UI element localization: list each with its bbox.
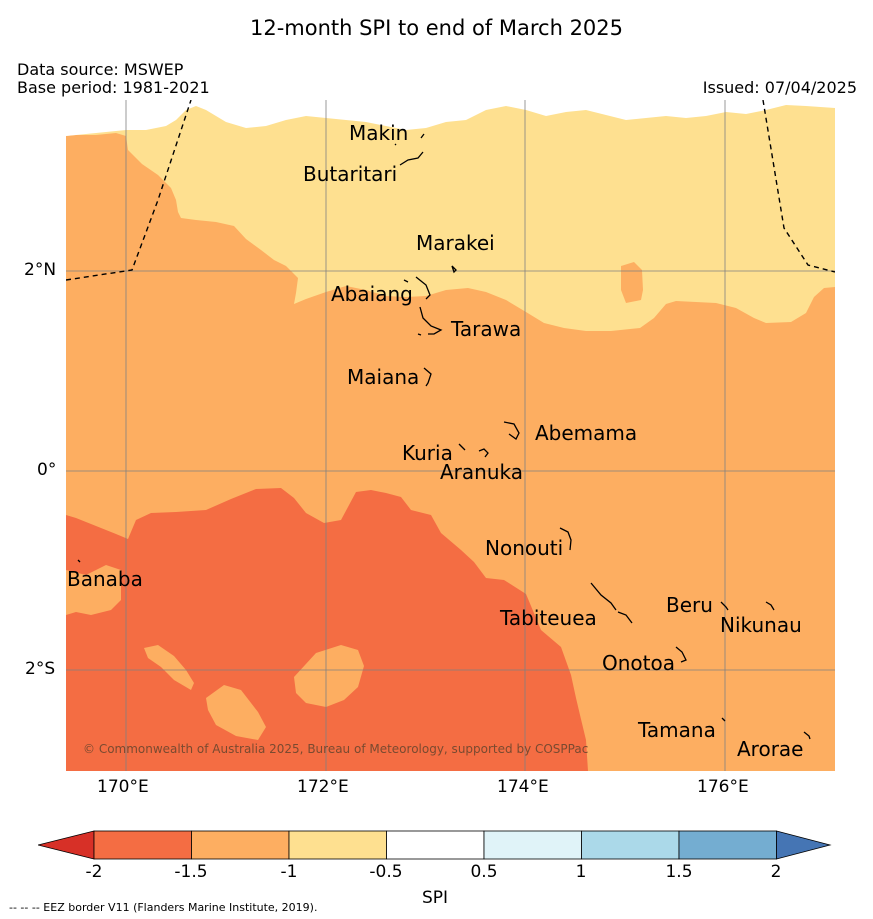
colorbar-tick-label: -1 (280, 862, 298, 882)
place-label-onotoa: Onotoa (602, 651, 675, 675)
island-outlines (77, 133, 811, 740)
lat-label-2s: 2°S (25, 659, 56, 679)
map-north-mask (66, 100, 835, 136)
colorbar-above-max (776, 830, 832, 860)
place-label-abemama: Abemama (535, 421, 638, 445)
colorbar-tick-label: 0.5 (470, 862, 498, 882)
lon-label-172e: 172°E (297, 777, 349, 797)
colorbar-tick-label: 1 (575, 862, 587, 882)
island-butaritari (399, 151, 424, 166)
base-period-label: Base period: 1981-2021 (17, 78, 210, 97)
place-label-abaiang: Abaiang (331, 282, 413, 306)
place-label-butaritari: Butaritari (303, 162, 398, 186)
colorbar-class-2 (191, 830, 290, 860)
place-label-marakei: Marakei (416, 231, 495, 255)
island-beru (720, 601, 729, 611)
spi-patch-east (621, 262, 643, 303)
spi-patch-southwest (206, 685, 266, 740)
lon-label-174e: 174°E (497, 777, 549, 797)
colorbar-tick-label: 1.5 (665, 862, 693, 882)
lat-label-0: 0° (37, 460, 57, 480)
island-maiana (423, 367, 432, 387)
island-nikunau (765, 601, 775, 611)
copyright-notice: © Commonwealth of Australia 2025, Bureau… (83, 742, 589, 756)
island-onotoa (675, 646, 687, 663)
colorbar-class-5 (483, 830, 582, 860)
lat-label-2n: 2°N (24, 260, 57, 280)
colorbar-below-min (38, 830, 95, 860)
lon-label-170e: 170°E (97, 777, 149, 797)
place-label-arorae: Arorae (737, 737, 804, 761)
data-source-label: Data source: MSWEP (17, 60, 184, 79)
place-label-beru: Beru (666, 593, 713, 617)
spi-class-slightly-dry (66, 100, 835, 331)
colorbar-tick-label: -0.5 (369, 862, 403, 882)
place-label-kuria: Kuria (402, 441, 453, 465)
colorbar-class-3 (288, 830, 387, 860)
spi-patch-west (144, 645, 194, 690)
lon-label-176e: 176°E (697, 777, 749, 797)
spi-patch-banaba (66, 565, 121, 615)
place-label-nonouti: Nonouti (485, 536, 564, 560)
graticule (66, 100, 835, 771)
island-abemama (503, 421, 520, 440)
colorbar-class-1 (93, 830, 192, 860)
eez-border (66, 100, 835, 281)
place-label-makin: Makin (349, 121, 409, 145)
island-tabiteuea (590, 582, 633, 624)
spi-class-severely-dry (66, 488, 588, 771)
island-tamana (721, 717, 726, 722)
spi-map (66, 100, 835, 771)
place-label-maiana: Maiana (347, 365, 420, 389)
eez-footnote: -- -- -- EEZ border V11 (Flanders Marine… (9, 901, 318, 914)
place-label-tarawa: Tarawa (451, 317, 522, 341)
colorbar-class-6 (581, 830, 680, 860)
issued-date-label: Issued: 07/04/2025 (702, 78, 857, 97)
place-label-tamana: Tamana (638, 718, 716, 742)
place-label-banaba: Banaba (67, 567, 143, 591)
island-abaiang (403, 276, 431, 300)
colorbar-class-7 (678, 830, 777, 860)
island-banaba (77, 559, 81, 563)
island-tarawa (417, 306, 443, 336)
colorbar-tick-label: -2 (85, 862, 103, 882)
colorbar-tick-label: -1.5 (174, 862, 208, 882)
island-aranuka (478, 448, 489, 458)
island-kuria (458, 443, 466, 451)
colorbar-tick-label: 2 (770, 862, 782, 882)
colorbar-label: SPI (422, 888, 449, 908)
place-label-aranuka: Aranuka (440, 460, 523, 484)
island-marakei (451, 265, 457, 274)
spi-patch-south (294, 645, 364, 707)
island-nonouti (559, 527, 572, 551)
place-label-tabiteuea: Tabiteuea (500, 606, 597, 630)
colorbar-class-4 (386, 830, 485, 860)
island-makin (394, 133, 425, 146)
island-arorae (803, 731, 811, 740)
map-title: 12-month SPI to end of March 2025 (249, 16, 624, 40)
place-label-nikunau: Nikunau (720, 613, 802, 637)
spi-colorbar (38, 830, 832, 860)
